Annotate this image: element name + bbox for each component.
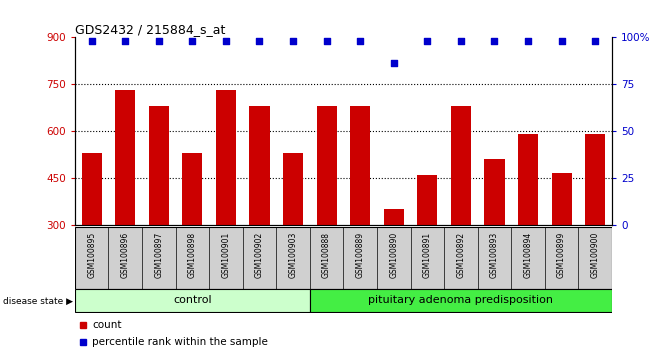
Point (322, 38, 332, 44)
Text: disease state ▶: disease state ▶ (3, 297, 74, 306)
Point (221, 38, 231, 44)
Point (154, 38, 164, 44)
Bar (518, 134, 538, 225)
Point (120, 38, 130, 44)
Point (422, 38, 432, 44)
Text: GSM100902: GSM100902 (255, 232, 264, 278)
Text: GSM100890: GSM100890 (389, 232, 398, 278)
Text: GSM100900: GSM100900 (590, 232, 600, 278)
Point (288, 38, 298, 44)
Text: GSM100888: GSM100888 (322, 232, 331, 278)
Text: GSM100894: GSM100894 (523, 232, 533, 278)
Bar (115, 90, 135, 225)
Text: control: control (173, 295, 212, 305)
FancyBboxPatch shape (310, 289, 612, 312)
Point (389, 61, 399, 66)
Text: count: count (92, 320, 122, 330)
Text: GSM100895: GSM100895 (87, 232, 96, 278)
Point (557, 38, 567, 44)
Bar (283, 153, 303, 225)
Bar (249, 106, 270, 225)
Text: pituitary adenoma predisposition: pituitary adenoma predisposition (368, 295, 553, 305)
Point (456, 38, 466, 44)
Bar (484, 159, 505, 225)
FancyBboxPatch shape (75, 227, 612, 289)
Text: GSM100891: GSM100891 (422, 232, 432, 278)
Bar (585, 134, 605, 225)
Bar (81, 153, 102, 225)
Text: GSM100899: GSM100899 (557, 232, 566, 278)
Bar (350, 106, 370, 225)
Bar (450, 106, 471, 225)
Bar (316, 106, 337, 225)
Point (590, 38, 600, 44)
Text: GSM100898: GSM100898 (188, 232, 197, 278)
Text: GSM100903: GSM100903 (288, 232, 298, 278)
Text: percentile rank within the sample: percentile rank within the sample (92, 337, 268, 347)
Point (355, 38, 365, 44)
Bar (417, 175, 437, 225)
Bar (216, 90, 236, 225)
Text: GSM100893: GSM100893 (490, 232, 499, 278)
Text: GSM100901: GSM100901 (221, 232, 230, 278)
Bar (551, 173, 572, 225)
Text: GSM100889: GSM100889 (355, 232, 365, 278)
Point (255, 38, 265, 44)
Text: GSM100896: GSM100896 (120, 232, 130, 278)
Text: GDS2432 / 215884_s_at: GDS2432 / 215884_s_at (75, 23, 225, 36)
Bar (182, 153, 202, 225)
Point (187, 38, 197, 44)
Bar (383, 209, 404, 225)
FancyBboxPatch shape (75, 289, 310, 312)
Point (87, 38, 97, 44)
Point (523, 38, 533, 44)
Text: GSM100892: GSM100892 (456, 232, 465, 278)
Point (490, 38, 500, 44)
Bar (148, 106, 169, 225)
Text: GSM100897: GSM100897 (154, 232, 163, 278)
